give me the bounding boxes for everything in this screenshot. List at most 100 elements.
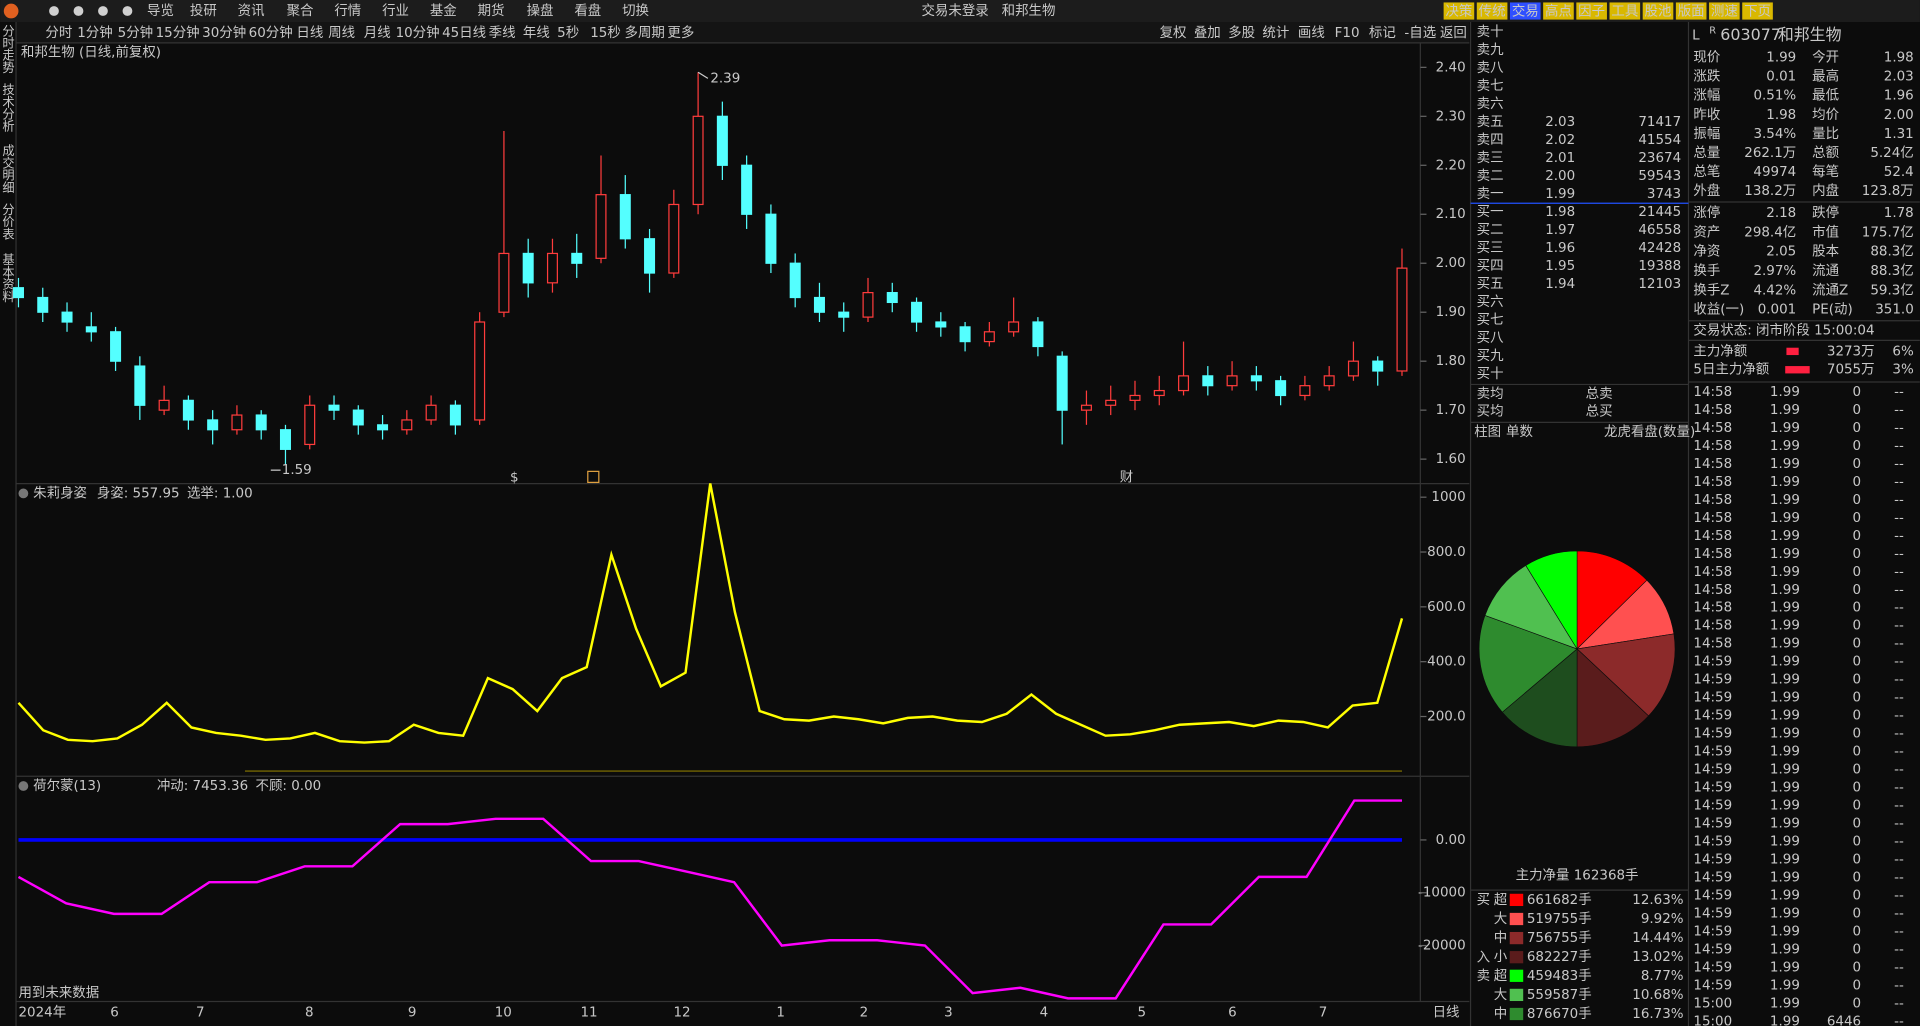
toolbar-button-label[interactable]: 下页 — [1744, 5, 1771, 20]
side-tab[interactable]: 技术分析 — [0, 83, 14, 133]
trade-time: 14:58 — [1693, 439, 1732, 454]
menu-item[interactable]: 资讯 — [238, 3, 265, 19]
trade-price: 1.99 — [1770, 565, 1800, 580]
side-tab[interactable]: 分时走势 — [0, 24, 14, 73]
toolbar-button-label[interactable]: 因子 — [1578, 4, 1605, 20]
period-tab[interactable]: 5秒 — [557, 25, 579, 41]
icon[interactable] — [98, 6, 108, 16]
toolbar-button[interactable] — [1742, 2, 1773, 20]
period-tab[interactable]: 季线 — [489, 25, 516, 41]
menu-item[interactable]: 行业 — [382, 3, 409, 19]
toolbar-button[interactable] — [1709, 2, 1740, 20]
period-tab[interactable]: 45日线 — [442, 25, 486, 41]
side-tab[interactable]: 分价表 — [0, 203, 14, 240]
flow-volume: 682227手 — [1527, 949, 1592, 965]
icon[interactable] — [122, 6, 133, 16]
menu-item[interactable]: 操盘 — [527, 2, 554, 19]
indicator-icon[interactable] — [18, 781, 29, 791]
period-tab[interactable]: 多周期 — [625, 24, 665, 41]
candle-body — [61, 311, 73, 323]
period-tab[interactable]: 月线 — [364, 25, 391, 41]
tool-button[interactable]: 画线 — [1298, 25, 1325, 41]
tool-button[interactable]: 标记 — [1369, 25, 1396, 41]
toolbar-button[interactable] — [1675, 2, 1707, 20]
trade-volume: 0 — [1853, 745, 1862, 760]
period-tab[interactable]: 周线 — [328, 25, 355, 41]
flow-level: 中 — [1494, 1006, 1507, 1022]
toolbar-button-label[interactable]: 测速 — [1711, 4, 1738, 20]
tool-button[interactable]: 多股 — [1228, 24, 1255, 41]
trade-flag: -- — [1894, 781, 1904, 796]
toolbar-button-label[interactable]: 传统 — [1479, 4, 1506, 20]
trade-flag: -- — [1894, 817, 1904, 832]
period-tab[interactable]: 60分钟 — [249, 24, 293, 41]
tool-button[interactable]: 返回 — [1440, 25, 1467, 41]
toolbar-button[interactable] — [1576, 2, 1607, 20]
book-volume: 46558 — [1638, 223, 1681, 238]
trade-time: 14:59 — [1693, 763, 1732, 778]
tool-button[interactable]: F10 — [1335, 26, 1360, 41]
period-tab[interactable]: 年线 — [523, 25, 550, 41]
y-tick-label: 2.10 — [1436, 207, 1466, 222]
toolbar-button-label[interactable]: 交易 — [1512, 3, 1539, 20]
toolbar-button-label[interactable]: 版面 — [1678, 4, 1705, 20]
period-tab[interactable]: 日线 — [296, 25, 323, 41]
period-tab[interactable]: 分时 — [45, 25, 72, 41]
trade-time: 14:58 — [1693, 421, 1732, 436]
tool-button[interactable]: -自选 — [1404, 25, 1436, 41]
toolbar-button-label[interactable]: 决策 — [1445, 3, 1472, 20]
toolbar-button[interactable] — [1642, 2, 1674, 20]
book-level: 买七 — [1477, 312, 1504, 328]
period-tab[interactable]: 1分钟 — [77, 24, 112, 41]
book-tab[interactable]: 单数 — [1506, 424, 1533, 440]
trade-time: 14:59 — [1693, 925, 1732, 940]
menu-item[interactable]: 看盘 — [574, 2, 601, 19]
side-label: 入 — [1477, 950, 1490, 965]
menu-item[interactable]: 聚合 — [287, 3, 314, 19]
menu-item[interactable]: 期货 — [478, 2, 505, 19]
event-marker[interactable]: $ — [510, 470, 519, 485]
x-tick-label: 2024年 — [18, 1005, 66, 1021]
menu-item[interactable]: 行情 — [334, 3, 361, 19]
side-tab[interactable]: 基本资料 — [0, 253, 14, 302]
period-tab[interactable]: 15分钟 — [156, 24, 200, 41]
trade-volume: 0 — [1853, 799, 1862, 814]
trade-price: 1.99 — [1770, 727, 1800, 742]
menu-item[interactable]: 切换 — [622, 3, 649, 19]
toolbar-button[interactable] — [1509, 2, 1541, 20]
quote-value: 1.96 — [1884, 89, 1914, 104]
period-tab[interactable]: 15秒 — [590, 25, 621, 41]
toolbar-button[interactable] — [1476, 2, 1508, 20]
period-tab[interactable]: 更多 — [667, 24, 694, 41]
toolbar-button-label[interactable]: 股池 — [1645, 4, 1672, 20]
event-marker[interactable]: 财 — [1120, 469, 1133, 485]
toolbar-button-label[interactable]: 工具 — [1611, 5, 1638, 20]
tool-button[interactable]: 叠加 — [1194, 25, 1221, 41]
side-tab[interactable]: 成交明细 — [0, 144, 14, 193]
tool-button[interactable]: 复权 — [1160, 24, 1187, 41]
icon[interactable] — [49, 6, 59, 16]
book-tab[interactable]: 柱图 — [1474, 424, 1501, 440]
menu-item[interactable]: 导览 — [147, 3, 174, 19]
period-tab[interactable]: 30分钟 — [202, 24, 246, 41]
period-tab[interactable]: 5分钟 — [118, 24, 153, 41]
trade-time: 15:00 — [1693, 997, 1732, 1012]
candle-body — [1080, 404, 1092, 411]
toolbar-button-label[interactable]: 高点 — [1545, 3, 1572, 20]
toolbar-button[interactable] — [1609, 2, 1641, 20]
book-level: 卖七 — [1477, 78, 1504, 94]
indicator-icon[interactable] — [18, 488, 29, 499]
candle-body — [1032, 321, 1044, 348]
toolbar-button[interactable] — [1443, 2, 1475, 20]
tool-button[interactable]: 统计 — [1262, 25, 1289, 41]
menu-item[interactable]: 基金 — [430, 2, 457, 19]
period-tab[interactable]: 10分钟 — [396, 24, 440, 41]
book-tab[interactable]: 龙虎看盘(数量) — [1604, 423, 1695, 440]
quote-value: 2.97% — [1753, 264, 1796, 279]
menu-item[interactable]: 投研 — [190, 3, 217, 19]
toolbar-button[interactable] — [1543, 2, 1574, 20]
icon[interactable] — [73, 6, 84, 16]
trade-price: 1.99 — [1770, 781, 1800, 796]
event-marker[interactable] — [587, 470, 600, 484]
trade-flag: -- — [1894, 763, 1904, 778]
